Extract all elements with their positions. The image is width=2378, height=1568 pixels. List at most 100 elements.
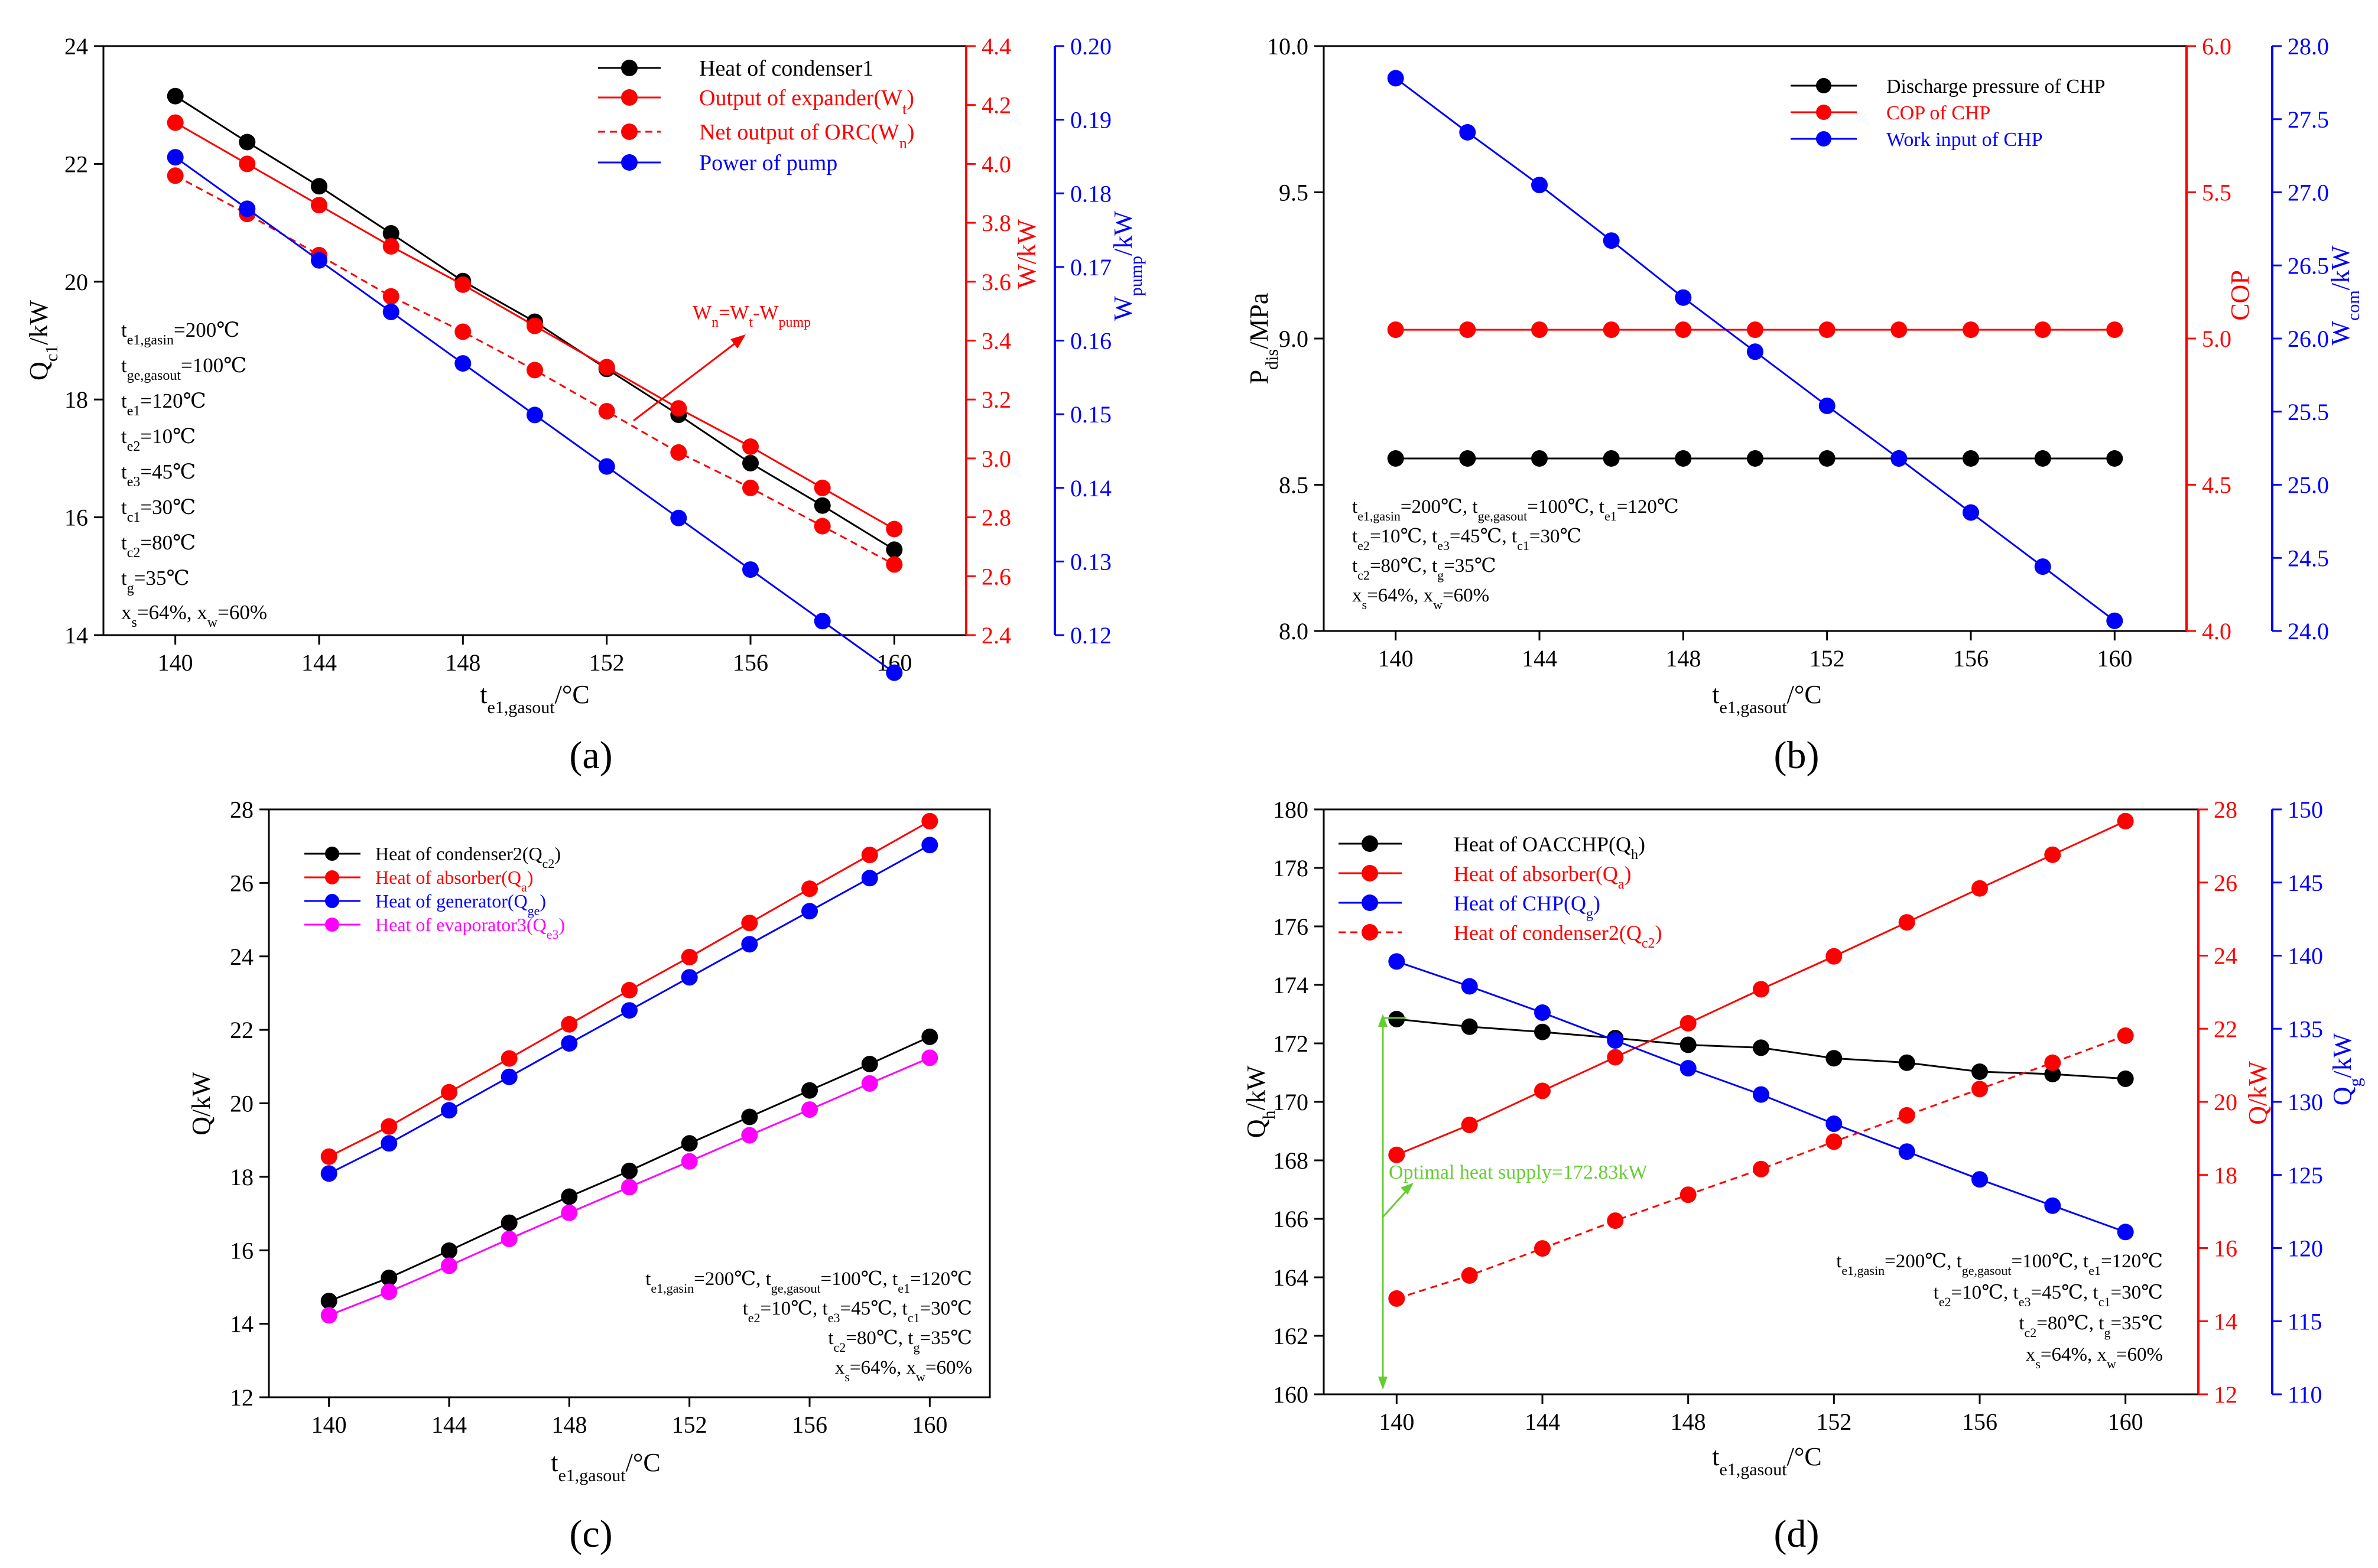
svg-text:tg=35℃: tg=35℃	[121, 567, 190, 596]
y-tick-label-d-y3-0: 110	[2288, 1381, 2322, 1408]
y-tick-label-c-y1-1: 14	[230, 1311, 254, 1338]
data-point-a-2-7	[670, 444, 687, 461]
data-point-c-1-8	[801, 880, 818, 897]
panel-b-x-label: te1,gasout/°C	[1712, 680, 1822, 717]
data-point-c-2-9	[861, 870, 878, 887]
data-point-c-2-6	[681, 969, 698, 986]
data-point-b-1-0	[1387, 321, 1404, 339]
legend-item-a-2: Output of expander(Wt)	[699, 86, 914, 118]
data-point-d-0-2	[1534, 1023, 1551, 1040]
data-point-a-1-2	[311, 197, 327, 214]
y-tick-label-b-y3-4: 26.0	[2288, 326, 2329, 352]
y-tick-label-b-y3-0: 24.0	[2288, 618, 2329, 645]
y-tick-label-d-y3-7: 145	[2288, 870, 2323, 896]
data-point-c-3-9	[861, 1075, 878, 1092]
data-point-d-2-4	[1679, 1060, 1697, 1077]
panel-d-legend: Heat of OACCHP(Qh) Heat of absorber(Qa) …	[1339, 832, 1662, 951]
data-point-c-1-7	[741, 915, 758, 932]
data-point-d-2-5	[1753, 1086, 1769, 1103]
panel-c-legend: Heat of condenser2(Qc2) Heat of absorber…	[304, 843, 565, 942]
data-point-c-2-5	[621, 1002, 638, 1019]
data-point-d-2-0	[1388, 953, 1405, 970]
y-tick-label-d-y1-10: 180	[1273, 796, 1308, 823]
data-point-c-1-9	[861, 847, 878, 864]
y-tick-label-a-y3-2: 0.14	[1070, 475, 1112, 502]
y-tick-label-b-y3-1: 24.5	[2288, 545, 2329, 571]
panel-d-conditions: te1,gasin=200℃, tge,gasout=100℃, te1=120…	[1836, 1251, 2163, 1371]
data-point-b-2-0	[1387, 70, 1404, 87]
data-point-c-2-2	[441, 1102, 457, 1119]
panel-a-x-label: te1,gasout/°C	[480, 680, 590, 717]
y-tick-label-a-y1-0: 14	[64, 622, 88, 649]
legend-item-d-4: Heat of condenser2(Qc2)	[1454, 921, 1662, 951]
data-point-d-1-3	[1607, 1049, 1624, 1066]
data-point-a-3-10	[886, 664, 903, 681]
data-point-d-0-1	[1461, 1018, 1478, 1035]
data-point-a-3-7	[670, 509, 687, 526]
y-tick-label-b-y2-0: 4.0	[2202, 618, 2231, 645]
y-tick-label-a-y2-3: 3.0	[982, 445, 1011, 472]
x-tick-label-c-4: 156	[792, 1411, 827, 1438]
svg-text:tc2=80℃, tg=35℃: tc2=80℃, tg=35℃	[1352, 555, 1496, 583]
data-point-d-0-7	[1898, 1054, 1915, 1071]
y-tick-label-d-y2-7: 26	[2214, 870, 2237, 896]
svg-text:tc2=80℃, tg=35℃: tc2=80℃, tg=35℃	[828, 1328, 972, 1355]
data-point-d-3-0	[1388, 1290, 1405, 1307]
y-tick-label-a-y1-2: 18	[64, 386, 88, 413]
data-point-d-3-1	[1461, 1267, 1478, 1284]
data-point-b-0-6	[1818, 450, 1836, 467]
data-point-a-1-3	[382, 238, 399, 255]
data-point-b-2-7	[1890, 450, 1908, 467]
y-tick-label-d-y3-6: 140	[2288, 943, 2323, 970]
data-point-d-2-6	[1825, 1115, 1843, 1133]
data-point-a-2-4	[454, 323, 472, 340]
y-tick-label-d-y2-4: 20	[2214, 1089, 2237, 1115]
panel-b-y1-label: Pdis/MPa	[1245, 293, 1282, 385]
y-tick-label-b-y1-4: 10.0	[1267, 33, 1308, 60]
data-point-b-1-9	[2034, 321, 2051, 339]
data-point-c-0-10	[921, 1028, 938, 1045]
data-point-a-3-8	[742, 561, 759, 578]
y-tick-label-b-y2-1: 4.5	[2202, 472, 2231, 499]
y-tick-label-b-y2-4: 6.0	[2202, 33, 2231, 60]
data-point-d-1-7	[1898, 914, 1915, 931]
svg-text:xs=64%, xw=60%: xs=64%, xw=60%	[121, 601, 267, 630]
y-tick-label-a-y2-10: 4.4	[982, 33, 1011, 60]
y-tick-label-a-y2-8: 4.0	[982, 151, 1011, 177]
data-point-a-0-10	[886, 541, 903, 558]
y-tick-label-a-y2-5: 3.4	[982, 328, 1011, 354]
y-tick-label-a-y2-7: 3.8	[982, 210, 1011, 236]
y-tick-label-b-y3-3: 25.5	[2288, 399, 2329, 425]
x-tick-label-a-2: 148	[445, 649, 480, 676]
data-point-d-2-7	[1898, 1143, 1915, 1160]
data-point-a-0-2	[311, 178, 327, 195]
data-point-d-3-8	[1971, 1081, 1988, 1098]
data-point-a-0-3	[382, 225, 399, 242]
data-point-d-3-3	[1607, 1212, 1624, 1229]
panel-b-legend: Discharge pressure of CHP COP of CHP Wor…	[1791, 76, 2105, 151]
x-tick-label-c-1: 144	[431, 1411, 467, 1438]
data-point-a-1-8	[742, 438, 759, 455]
x-tick-label-a-0: 140	[158, 649, 193, 676]
y-tick-label-b-y1-3: 9.5	[1279, 180, 1308, 206]
panel-b-caption: (b)	[1774, 734, 1820, 777]
x-tick-label-b-3: 152	[1810, 645, 1845, 672]
x-tick-label-d-4: 156	[1962, 1408, 1997, 1435]
y-tick-label-b-y1-1: 8.5	[1279, 472, 1308, 499]
data-point-a-2-5	[527, 362, 543, 379]
y-tick-label-b-y3-6: 27.0	[2288, 180, 2329, 206]
data-point-b-2-9	[2034, 558, 2051, 575]
panel-c-caption: (c)	[569, 1512, 612, 1556]
data-point-b-2-2	[1531, 177, 1548, 194]
data-point-d-2-10	[2117, 1224, 2134, 1241]
data-point-a-0-8	[742, 454, 759, 471]
data-point-d-3-4	[1679, 1186, 1697, 1203]
x-tick-label-d-0: 140	[1379, 1408, 1414, 1435]
panel-a-caption: (a)	[569, 734, 612, 777]
data-point-b-0-2	[1531, 450, 1548, 467]
data-point-b-0-4	[1675, 450, 1692, 467]
x-tick-label-b-5: 160	[2097, 645, 2132, 672]
data-point-b-1-7	[1890, 321, 1908, 339]
y-tick-label-d-y1-9: 178	[1273, 855, 1308, 881]
